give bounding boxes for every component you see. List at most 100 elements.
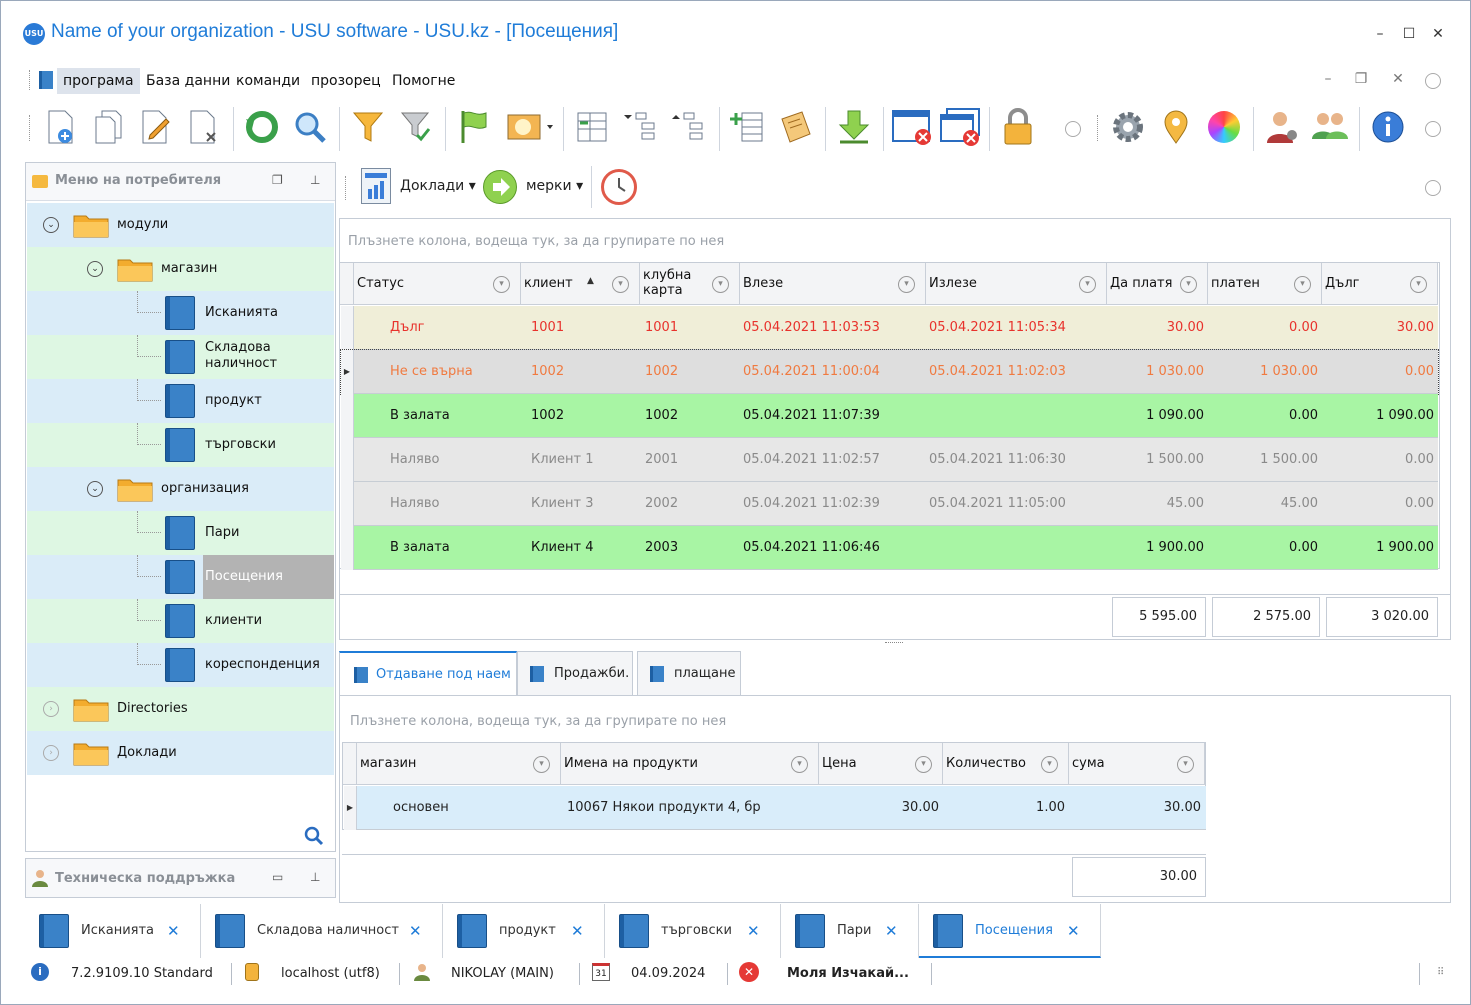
panel-float-icon[interactable]: ❐	[272, 173, 283, 187]
column-header-qty[interactable]: Количество ▾	[943, 743, 1069, 785]
sidebar-item-3[interactable]: Складова наличност	[27, 335, 334, 379]
menu-database[interactable]: База данни	[146, 73, 231, 89]
flag-icon[interactable]	[455, 107, 493, 147]
table-row[interactable]: ▶ основен 10067 Някои продукти 4, бр 30.00 1…	[344, 786, 1206, 830]
actions-arrow-icon[interactable]	[483, 170, 517, 204]
add-row-icon[interactable]	[729, 107, 767, 147]
filter-icon[interactable]	[349, 107, 387, 147]
row-indicator[interactable]: ▶	[341, 350, 354, 394]
column-header-paid[interactable]: платен ▾	[1208, 263, 1322, 305]
column-header-price[interactable]: Цена ▾	[819, 743, 943, 785]
minimize-button[interactable]: –	[1376, 26, 1384, 42]
column-header-status[interactable]: Статус ▾	[354, 263, 521, 305]
edit-record-icon[interactable]	[137, 107, 175, 147]
resize-grip-icon[interactable]: ⠿	[1437, 967, 1445, 978]
tab-sales[interactable]: Продажби.	[517, 651, 633, 695]
column-header-card[interactable]: клубна карта ▾	[640, 263, 740, 305]
tab-payment[interactable]: плащане	[637, 651, 741, 695]
notes-icon[interactable]	[777, 107, 815, 147]
close-tab-icon[interactable]: ✕	[885, 922, 898, 940]
info-icon[interactable]	[1369, 107, 1407, 147]
menu-program[interactable]: програма	[57, 68, 140, 94]
column-header-in[interactable]: Влезе ▾	[740, 263, 926, 305]
expand-tree-icon[interactable]	[621, 107, 659, 147]
menu-window[interactable]: прозорец	[311, 73, 381, 89]
color-palette-icon[interactable]	[1205, 107, 1243, 147]
filter-icon[interactable]: ▾	[533, 756, 550, 773]
doc-tab-4[interactable]: Пари ✕	[781, 904, 919, 958]
reports-icon[interactable]	[361, 168, 391, 204]
filter-icon[interactable]: ▾	[1041, 756, 1058, 773]
sidebar-item-4[interactable]: продукт	[27, 379, 334, 423]
row-indicator[interactable]	[341, 526, 354, 570]
new-record-icon[interactable]	[41, 107, 79, 147]
doc-tab-0[interactable]: Исканията ✕	[25, 904, 201, 958]
toolbar-options-icon[interactable]	[1425, 121, 1441, 137]
filter-icon[interactable]: ▾	[791, 756, 808, 773]
sidebar-item-9[interactable]: клиенти	[27, 599, 334, 643]
mdi-restore-button[interactable]: ❐	[1354, 71, 1368, 87]
close-tab-icon[interactable]: ✕	[571, 922, 584, 940]
actions-dropdown[interactable]: мерки ▾	[526, 178, 584, 194]
panel-minimize-icon[interactable]: ▭	[272, 870, 284, 884]
sidebar-item-8[interactable]: Посещения	[27, 555, 334, 599]
doc-tab-3[interactable]: търговски ✕	[605, 904, 781, 958]
column-header-sum[interactable]: сума ▾	[1069, 743, 1205, 785]
maximize-button[interactable]: ☐	[1402, 26, 1416, 42]
table-row[interactable]: В залата 1002 1002 05.04.2021 11:07:39 1 090…	[341, 394, 1438, 438]
doc-tab-1[interactable]: Складова наличност ✕	[201, 904, 443, 958]
sidebar-item-7[interactable]: Пари	[27, 511, 334, 555]
close-all-windows-icon[interactable]	[939, 107, 983, 147]
search-icon[interactable]	[291, 107, 329, 147]
close-tab-icon[interactable]: ✕	[747, 922, 760, 940]
expand-icon[interactable]: ›	[43, 745, 59, 761]
reports-dropdown[interactable]: Доклади ▾	[400, 178, 476, 194]
filter-icon[interactable]: ▾	[493, 276, 510, 293]
image-dropdown-icon[interactable]	[503, 107, 555, 147]
column-header-to_pay[interactable]: Да платя ▾	[1107, 263, 1208, 305]
users-group-icon[interactable]	[1311, 107, 1349, 147]
settings-gear-icon[interactable]	[1109, 107, 1147, 147]
splitter-handle[interactable]	[885, 642, 903, 645]
collapse-icon[interactable]: ⌄	[87, 261, 103, 277]
sidebar-item-11[interactable]: › Directories	[27, 687, 334, 731]
doc-tab-5[interactable]: Посещения ✕	[919, 904, 1101, 958]
menu-options-icon[interactable]	[1425, 73, 1441, 89]
column-header-store[interactable]: магазин ▾	[357, 743, 561, 785]
row-indicator[interactable]	[341, 438, 354, 482]
location-pin-icon[interactable]	[1157, 107, 1195, 147]
sidebar-item-2[interactable]: Исканията	[27, 291, 334, 335]
close-tab-icon[interactable]: ✕	[1067, 922, 1080, 940]
filter-icon[interactable]: ▾	[1177, 756, 1194, 773]
row-indicator[interactable]	[341, 482, 354, 526]
copy-record-icon[interactable]	[89, 107, 127, 147]
add-column-icon[interactable]	[573, 107, 611, 147]
table-row[interactable]: Наляво Клиент 3 2002 05.04.2021 11:02:39 05.…	[341, 482, 1438, 526]
column-header-client[interactable]: клиент ▲ ▾	[521, 263, 640, 305]
filter-apply-icon[interactable]	[397, 107, 435, 147]
filter-icon[interactable]: ▾	[898, 276, 915, 293]
close-tab-icon[interactable]: ✕	[167, 922, 180, 940]
sidebar-item-5[interactable]: търговски	[27, 423, 334, 467]
sidebar-item-1[interactable]: ⌄ магазин	[27, 247, 334, 291]
tab-rental[interactable]: Отдаване под наем	[339, 651, 517, 695]
sidebar-item-6[interactable]: ⌄ организация	[27, 467, 334, 511]
table-row[interactable]: Дълг 1001 1001 05.04.2021 11:03:53 05.04.202…	[341, 306, 1438, 350]
close-window-icon[interactable]	[891, 107, 935, 147]
filter-icon[interactable]: ▾	[712, 276, 729, 293]
sidebar-item-12[interactable]: › Доклади	[27, 731, 334, 775]
mdi-close-button[interactable]: ✕	[1392, 71, 1404, 87]
toolbar-options-icon[interactable]	[1065, 121, 1081, 137]
collapse-icon[interactable]: ⌄	[87, 481, 103, 497]
clock-icon[interactable]	[601, 169, 637, 205]
download-icon[interactable]	[835, 107, 873, 147]
table-row[interactable]: ▶ Не се върна 1002 1002 05.04.2021 11:00:04 0…	[340, 349, 1439, 395]
lock-icon[interactable]	[999, 107, 1037, 147]
row-indicator[interactable]: ▶	[344, 786, 357, 830]
row-indicator[interactable]	[341, 306, 354, 350]
table-row[interactable]: Наляво Клиент 1 2001 05.04.2021 11:02:57 05.…	[341, 438, 1438, 482]
collapse-icon[interactable]: ⌄	[43, 217, 59, 233]
column-header-out[interactable]: Излезе ▾	[926, 263, 1107, 305]
mdi-minimize-button[interactable]: –	[1324, 71, 1332, 87]
search-icon[interactable]	[304, 826, 324, 850]
